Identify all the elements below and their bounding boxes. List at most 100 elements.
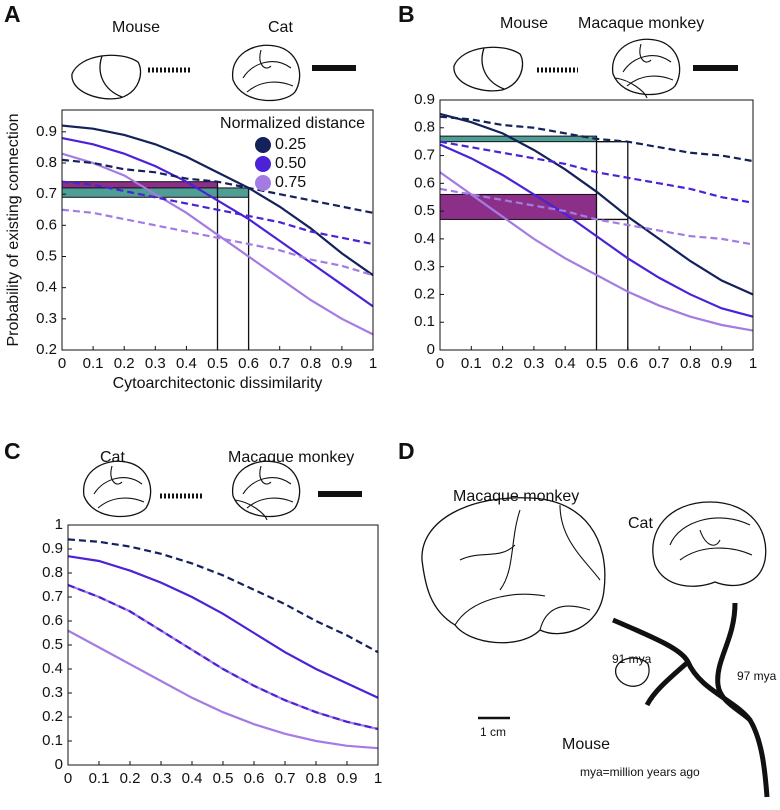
- brain-sulci: [234, 465, 294, 521]
- y-tick-label: 0.8: [42, 564, 63, 581]
- x-tick-label: 0.5: [586, 355, 607, 372]
- y-tick-label: 0.5: [42, 636, 63, 653]
- macaque-brain: [421, 497, 606, 644]
- panel-letter: D: [398, 438, 415, 464]
- legend-label: 0.50: [275, 155, 306, 172]
- species-label: Macaque monkey: [578, 15, 704, 32]
- y-tick-label: 0.9: [36, 123, 57, 140]
- series-line: [439, 171, 754, 332]
- y-tick-label: 0.4: [36, 279, 57, 296]
- brain-sulci: [614, 43, 674, 99]
- y-tick-label: 0.9: [414, 91, 435, 108]
- brain-icon: [232, 44, 301, 102]
- y-tick-label: 0.6: [36, 216, 57, 233]
- x-tick-label: 0.2: [114, 355, 135, 372]
- x-tick-label: 0: [64, 770, 72, 787]
- x-tick-label: 1: [749, 355, 757, 372]
- series-line: [61, 124, 374, 277]
- y-tick-label: 0.4: [414, 230, 435, 247]
- x-tick-label: 0.9: [711, 355, 732, 372]
- y-tick-label: 0.2: [42, 708, 63, 725]
- species-label: Cat: [628, 515, 653, 532]
- x-tick-label: 0: [436, 355, 444, 372]
- phylogeny-diagram: [421, 497, 770, 798]
- legend-swatch: [255, 137, 271, 153]
- y-axis-label: Probability of existing connection: [5, 113, 22, 346]
- y-tick-label: 0.7: [36, 185, 57, 202]
- x-tick-label: 0.4: [176, 355, 197, 372]
- x-tick-label: 0.8: [680, 355, 701, 372]
- x-tick-label: 0: [58, 355, 66, 372]
- species-label: Macaque monkey: [228, 449, 354, 466]
- x-tick-label: 0.3: [523, 355, 544, 372]
- series-line: [439, 140, 754, 204]
- x-tick-label: 0.7: [275, 770, 296, 787]
- x-tick-label: 0.7: [649, 355, 670, 372]
- y-tick-label: 0.3: [414, 258, 435, 275]
- y-tick-label: 0.3: [36, 310, 57, 327]
- x-tick-label: 0.1: [83, 355, 104, 372]
- legend-swatch: [255, 175, 271, 191]
- y-tick-label: 0.7: [42, 588, 63, 605]
- x-tick-label: 0.5: [207, 355, 228, 372]
- series-line: [439, 187, 754, 246]
- species-label: Mouse: [500, 15, 548, 32]
- x-tick-label: 0.8: [300, 355, 321, 372]
- y-tick-label: 0.6: [414, 174, 435, 191]
- x-tick-label: 0.3: [151, 770, 172, 787]
- x-tick-label: 0.5: [213, 770, 234, 787]
- x-tick-label: 0.7: [269, 355, 290, 372]
- panel-letter: A: [4, 1, 21, 27]
- y-tick-label: 0.8: [36, 154, 57, 171]
- series-line: [61, 208, 374, 277]
- panel-letter: B: [398, 1, 415, 27]
- x-tick-label: 0.9: [331, 355, 352, 372]
- series-line: [439, 115, 754, 163]
- x-tick-label: 0.9: [337, 770, 358, 787]
- y-tick-label: 0.1: [414, 313, 435, 330]
- y-tick-label: 0.5: [36, 247, 57, 264]
- series-line: [439, 112, 754, 296]
- legend-title: Normalized distance: [220, 115, 365, 132]
- x-tick-label: 0.4: [182, 770, 203, 787]
- series-line: [61, 136, 374, 308]
- x-tick-label: 0.6: [238, 355, 259, 372]
- brain-icon: [232, 460, 301, 518]
- y-tick-label: 0.4: [42, 660, 63, 677]
- series-line: [439, 143, 754, 318]
- series-line: [67, 583, 379, 731]
- mouse-icon: [71, 54, 142, 100]
- mouse-icon: [453, 46, 524, 92]
- x-tick-label: 0.6: [244, 770, 265, 787]
- y-tick-label: 1: [55, 516, 63, 533]
- series-line: [67, 538, 379, 654]
- species-label: Macaque monkey: [453, 488, 579, 505]
- time-label: 91 mya: [612, 652, 652, 666]
- tree: [612, 602, 770, 798]
- plot-frame: [67, 524, 379, 766]
- species-label: Mouse: [112, 19, 160, 36]
- y-tick-label: 0.2: [36, 341, 57, 358]
- x-axis-label: Cytoarchitectonic dissimilarity: [113, 375, 323, 392]
- scale-label: 1 cm: [480, 725, 506, 739]
- x-tick-label: 1: [369, 355, 377, 372]
- x-tick-label: 0.1: [461, 355, 482, 372]
- x-tick-label: 0.2: [492, 355, 513, 372]
- x-tick-label: 0.8: [306, 770, 327, 787]
- species-label: Mouse: [562, 736, 610, 753]
- y-tick-label: 0.9: [42, 540, 63, 557]
- series-line: [61, 180, 374, 246]
- legend-label: 0.75: [275, 174, 306, 191]
- x-tick-label: 0.4: [555, 355, 576, 372]
- y-tick-label: 0.6: [42, 612, 63, 629]
- series-line: [61, 158, 374, 214]
- x-tick-label: 0.3: [145, 355, 166, 372]
- species-label: Cat: [268, 19, 293, 36]
- x-tick-label: 0.2: [120, 770, 141, 787]
- x-tick-label: 0.1: [89, 770, 110, 787]
- y-tick-label: 0.8: [414, 119, 435, 136]
- cat-sulci: [669, 517, 753, 561]
- legend-swatch: [255, 156, 271, 172]
- panel-letter: C: [4, 438, 21, 464]
- series-line: [67, 555, 379, 699]
